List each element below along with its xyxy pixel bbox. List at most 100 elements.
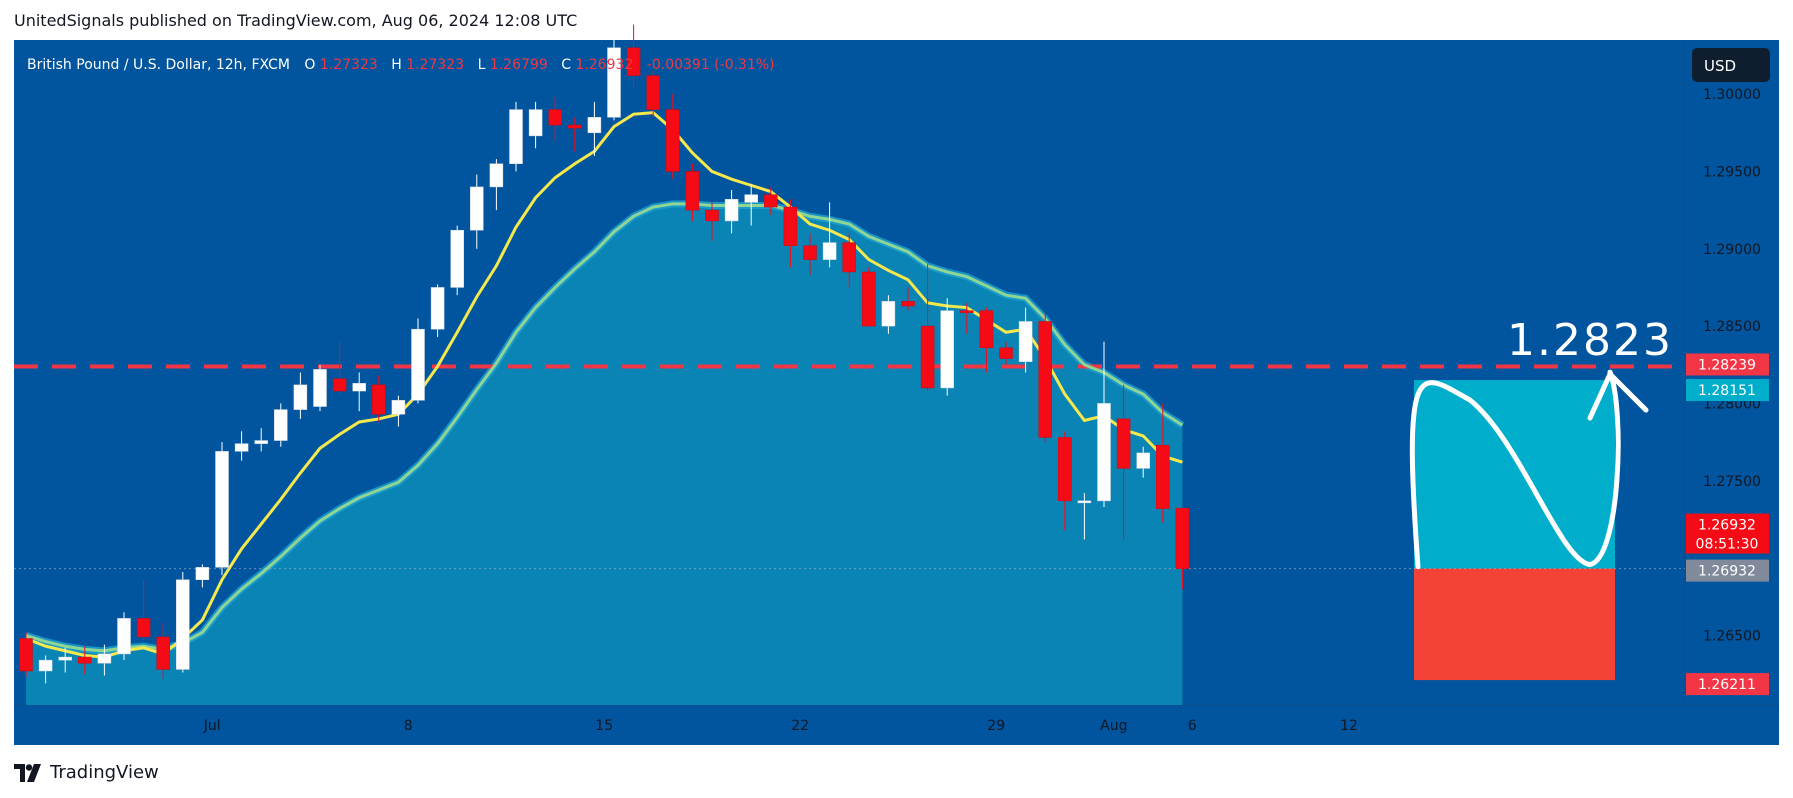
candle — [313, 364, 327, 412]
candle — [274, 403, 288, 447]
candle-body — [724, 199, 739, 222]
candle — [862, 267, 876, 327]
candle — [842, 233, 856, 288]
candle-body — [19, 638, 33, 672]
legend-close-label: C — [561, 57, 571, 73]
candle — [979, 307, 994, 373]
price-tag-current-price: 1.26932 08:51:30 — [1686, 513, 1769, 554]
candle-body — [822, 242, 837, 260]
candle-body — [391, 400, 406, 415]
candle-body — [1018, 321, 1033, 362]
svg-text:British Pound / U.S. Dollar, 1: British Pound / U.S. Dollar, 12h, FXCM O… — [27, 57, 775, 73]
candle-body — [254, 440, 268, 444]
candle — [19, 632, 33, 678]
candle — [1077, 493, 1092, 540]
candle — [901, 287, 915, 311]
candle-body — [842, 242, 856, 273]
currency-button-label: USD — [1704, 57, 1736, 75]
legend-close-value: 1.26932 — [575, 57, 633, 73]
price-tag-target-zone: 1.28151 — [1686, 379, 1769, 402]
price-tag-bg — [1686, 559, 1769, 582]
legend: British Pound / U.S. Dollar, 12h, FXCM O… — [27, 57, 775, 73]
candle — [372, 375, 386, 422]
stop-zone — [1414, 568, 1615, 681]
tradingview-logo-icon — [14, 763, 41, 782]
candle-body — [509, 109, 523, 164]
ema-slow-line — [25, 202, 1184, 653]
projection-arrowhead — [1587, 371, 1649, 421]
candle-body — [97, 653, 112, 664]
time-axis-tick: Aug — [1100, 718, 1127, 734]
price-axis-tick: 1.30000 — [1703, 87, 1761, 103]
position-zones — [1414, 380, 1615, 681]
candle-body — [783, 206, 798, 246]
candle — [489, 159, 504, 211]
time-axis-tick: 12 — [1340, 718, 1358, 734]
candles — [19, 24, 1190, 684]
footer-brand[interactable]: TradingView — [14, 762, 159, 783]
candle-body — [881, 301, 896, 327]
candle — [38, 655, 53, 684]
candle-body — [685, 171, 700, 211]
candle — [1058, 431, 1072, 531]
price-tag-entry: 1.26932 — [1686, 559, 1769, 582]
candle-body — [960, 310, 974, 313]
price-axis-tick: 1.29500 — [1703, 164, 1761, 180]
legend-symbol: British Pound / U.S. Dollar, 12h, FXCM — [27, 57, 290, 73]
currency-button[interactable]: USD — [1692, 48, 1770, 82]
time-axis-tick: 15 — [595, 718, 613, 734]
projection-curve — [1409, 369, 1621, 570]
legend-open-value: 1.27323 — [320, 57, 378, 73]
candle-body — [803, 245, 817, 260]
candle-body — [920, 325, 935, 389]
candle — [411, 318, 425, 404]
candle-body — [1156, 444, 1170, 509]
price-axis-tick: 1.27500 — [1703, 474, 1761, 490]
candle-body — [548, 109, 562, 126]
candle — [470, 174, 484, 249]
candle — [1156, 403, 1170, 523]
candle-body — [450, 229, 464, 288]
candle-body — [38, 659, 53, 672]
candle — [705, 202, 719, 242]
candle-body — [1058, 437, 1072, 502]
target-zone — [1414, 380, 1615, 569]
candle-body — [156, 636, 170, 670]
price-tag-target-line: 1.28239 — [1686, 353, 1769, 376]
legend-open-label: O — [304, 57, 315, 73]
candle-body — [470, 186, 484, 231]
candle-body — [979, 310, 994, 349]
legend-high-label: H — [391, 57, 402, 73]
price-tag-value: 1.26211 — [1698, 677, 1756, 693]
candle-body — [313, 369, 327, 407]
price-tag-countdown: 08:51:30 — [1696, 537, 1759, 553]
candle-body — [1136, 452, 1150, 469]
candle — [1136, 446, 1150, 478]
candle — [685, 163, 700, 221]
legend-change: -0.00391 (-0.31%) — [647, 57, 775, 73]
candle — [293, 372, 308, 419]
candle — [666, 94, 680, 180]
candle-body — [1116, 418, 1131, 469]
time-axis-tick: 6 — [1188, 718, 1197, 734]
candle — [803, 233, 817, 276]
candle — [136, 579, 151, 641]
candle — [960, 302, 974, 334]
candle-body — [568, 124, 582, 129]
candle — [783, 199, 798, 268]
candle-body — [999, 347, 1013, 359]
price-tag-bg — [1686, 379, 1769, 402]
candle-body — [430, 287, 445, 330]
candle — [254, 428, 268, 452]
price-tag-stop-zone: 1.26211 — [1686, 673, 1769, 696]
candle — [744, 183, 758, 226]
candle-body — [901, 301, 915, 307]
price-axis-tick: 1.29000 — [1703, 242, 1761, 258]
time-axis[interactable]: Jul 8 15 22 29 Aug 6 12 — [203, 718, 1358, 734]
candle — [1038, 313, 1052, 443]
candle — [332, 341, 347, 395]
price-tag-bg — [1686, 353, 1769, 376]
candle — [97, 644, 112, 676]
price-tag-value: 1.28151 — [1698, 383, 1756, 399]
